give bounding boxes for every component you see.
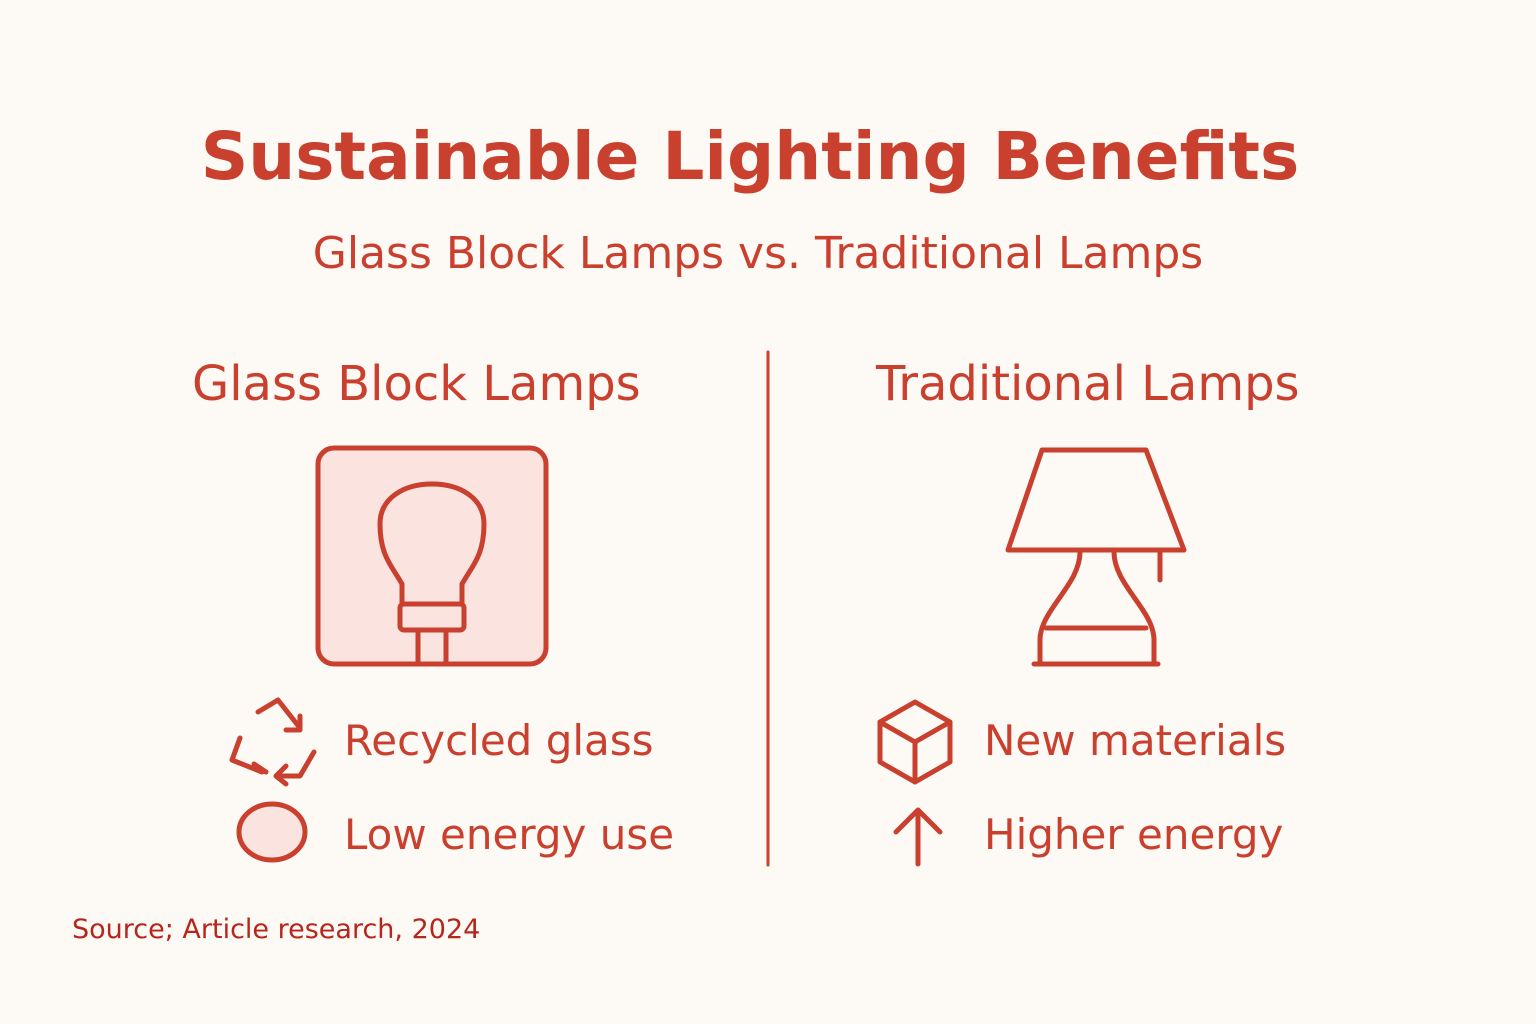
bulb-icon (315, 445, 549, 667)
title: Sustainable Lighting Benefits (200, 118, 1300, 195)
recycle-icon (229, 697, 317, 787)
item-label: Low energy use (344, 810, 675, 859)
source: Source; Article research, 2024 (72, 914, 481, 945)
item-label: Higher energy (984, 810, 1284, 859)
column-title: Traditional Lamps (876, 356, 1300, 412)
item-label: Recycled glass (344, 716, 654, 765)
arrow-up-icon (893, 807, 943, 867)
subtitle: Glass Block Lamps vs. Traditional Lamps (312, 228, 1204, 279)
column-title: Glass Block Lamps (192, 356, 641, 412)
item-label: New materials (984, 716, 1287, 765)
circle-icon (236, 801, 308, 863)
lamp-icon (1005, 447, 1187, 667)
box-icon (877, 699, 953, 785)
